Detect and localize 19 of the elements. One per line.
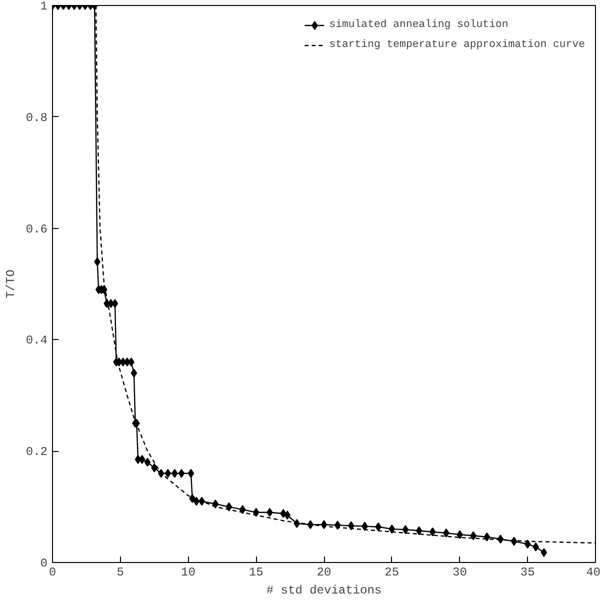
y-tick-label: 0.6: [26, 222, 48, 236]
y-axis-title: T/TO: [4, 270, 18, 298]
x-tick-label: 20: [316, 566, 332, 580]
x-tick-label: 0: [48, 566, 56, 580]
legend-label: starting temperature approximation curve: [329, 39, 585, 51]
x-tick-label: 15: [248, 566, 264, 580]
x-tick-label: 35: [520, 566, 535, 580]
x-tick-label: 40: [586, 566, 601, 580]
legend-label: simulated annealing solution: [329, 19, 508, 31]
x-tick-label: 5: [116, 566, 124, 580]
x-tick-label: 25: [384, 566, 400, 580]
y-tick-label: 0.4: [26, 334, 48, 348]
x-tick-label: 10: [181, 566, 196, 580]
y-tick-label: 0.8: [26, 110, 48, 125]
y-tick-label: 1: [40, 0, 48, 14]
y-tick-label: 0: [40, 556, 48, 570]
x-tick-label: 30: [452, 566, 467, 580]
x-axis-title: # std deviations: [266, 584, 382, 598]
y-tick-label: 0.2: [26, 445, 48, 460]
